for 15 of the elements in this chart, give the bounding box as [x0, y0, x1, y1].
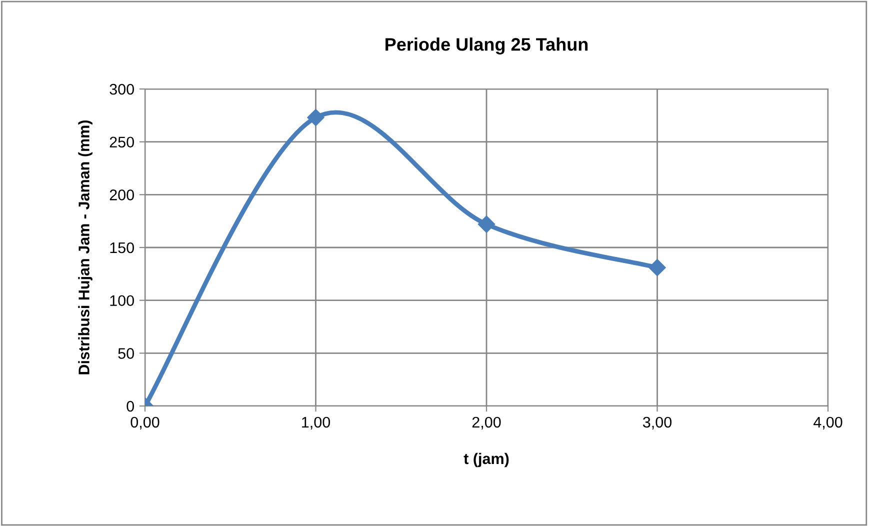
y-tick-label: 300 [110, 84, 134, 95]
x-tick-label: 4,00 [813, 416, 842, 430]
x-tick-label: 2,00 [472, 416, 501, 430]
y-tick-label: 0 [126, 400, 134, 412]
y-tick-label: 250 [110, 136, 134, 148]
y-axis-title: Distribusi Hujan Jam - Jaman (mm) [78, 120, 92, 374]
x-tick-label: 3,00 [642, 416, 672, 430]
chart-title: Periode Ulang 25 Tahun [386, 38, 588, 54]
y-tick-label: 50 [118, 348, 134, 359]
y-tick-label: 150 [110, 242, 134, 254]
y-tick-label: 100 [110, 295, 134, 306]
x-tick-label: 1,00 [302, 416, 330, 430]
y-tick-label: 200 [110, 190, 134, 200]
x-tick-label: 0,00 [130, 416, 160, 430]
x-axis-title: t (jam) [464, 452, 509, 468]
